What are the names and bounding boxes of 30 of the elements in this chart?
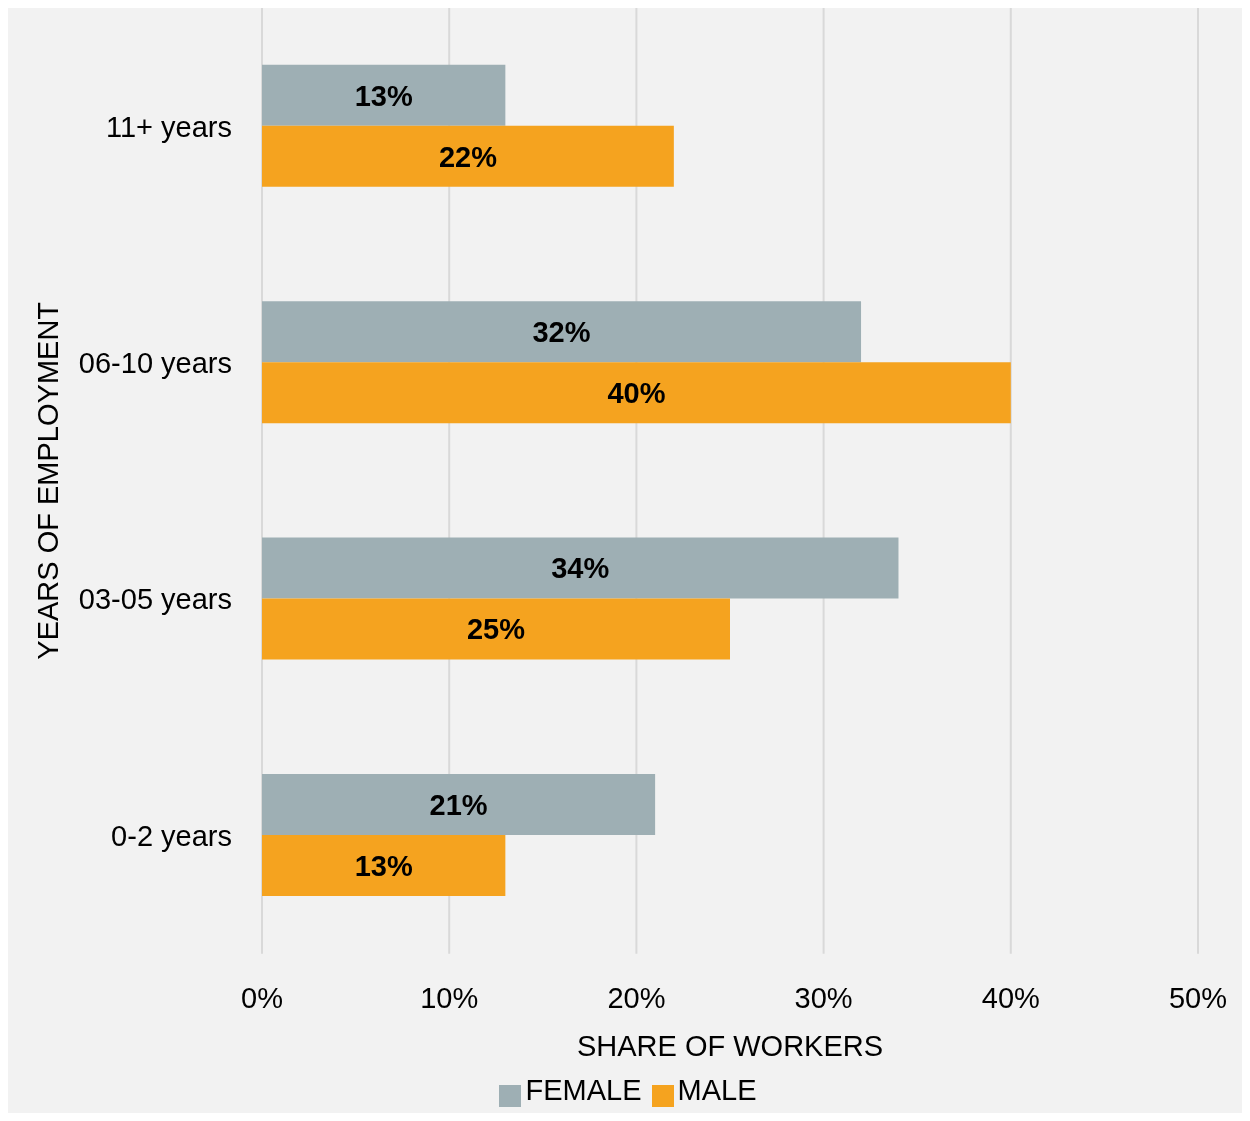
data-label: 13% bbox=[354, 79, 413, 112]
data-label: 22% bbox=[438, 140, 498, 173]
bar bbox=[262, 773, 656, 835]
y-tick-label: 11+ years bbox=[105, 110, 232, 143]
bar bbox=[262, 834, 506, 896]
data-label: 32% bbox=[532, 315, 591, 348]
x-tick-label: 50% bbox=[1168, 982, 1228, 1015]
x-tick-label: 0% bbox=[241, 982, 283, 1015]
x-tick-label: 10% bbox=[420, 982, 479, 1015]
data-label: 13% bbox=[354, 849, 413, 882]
bar bbox=[262, 362, 1011, 424]
bar bbox=[262, 64, 506, 126]
y-tick-label: 03-05 years bbox=[78, 583, 232, 616]
y-tick-label: 06-10 years bbox=[78, 346, 232, 379]
data-label: 34% bbox=[551, 552, 610, 585]
legend-label: FEMALE bbox=[525, 1073, 642, 1106]
data-label: 21% bbox=[429, 788, 488, 821]
bar bbox=[262, 598, 730, 660]
y-tick-label: 0-2 years bbox=[111, 819, 232, 852]
x-tick-label: 40% bbox=[981, 982, 1040, 1015]
data-label: 25% bbox=[466, 613, 526, 646]
x-tick-label: 30% bbox=[794, 982, 853, 1015]
y-axis-title: YEARS OF EMPLOYMENT bbox=[32, 301, 64, 660]
bar bbox=[262, 537, 899, 599]
legend-label: MALE bbox=[677, 1073, 757, 1106]
bar bbox=[262, 301, 862, 363]
data-label: 40% bbox=[607, 376, 666, 409]
bar bbox=[262, 125, 674, 187]
x-tick-label: 20% bbox=[607, 982, 666, 1015]
x-axis-title: SHARE OF WORKERS bbox=[576, 1029, 884, 1062]
